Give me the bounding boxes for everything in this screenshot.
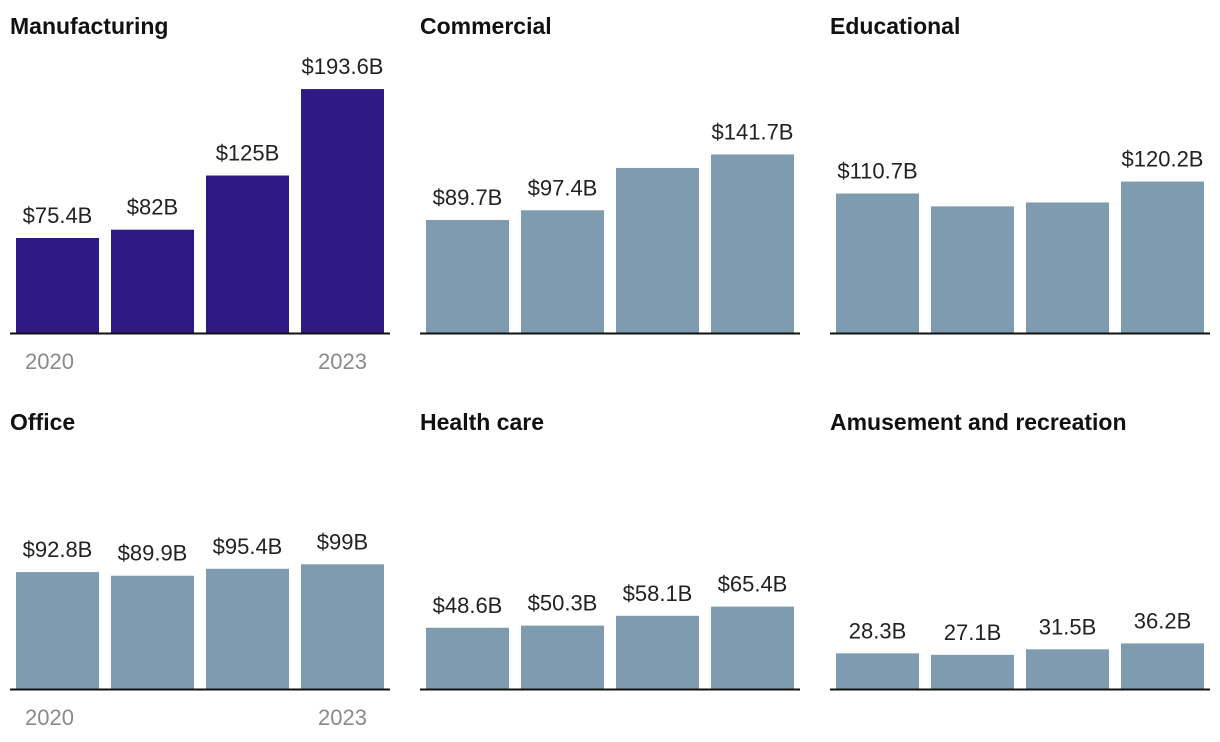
panel-health-care: Health care $48.6B $50.3B $58.1B $65.4B [420, 409, 800, 691]
bar-value-label: $120.2B [1122, 147, 1204, 172]
bar-value-label: $125B [216, 141, 280, 166]
year-tick-label: 2023 [318, 705, 367, 730]
bar-2020 [426, 627, 509, 689]
panel-title: Amusement and recreation [830, 409, 1127, 435]
bar-value-label: $89.7B [433, 185, 503, 210]
bar-2022 [1026, 202, 1109, 333]
panel-title: Commercial [420, 13, 552, 39]
bar-2020 [16, 237, 99, 333]
bar-value-label: $193.6B [302, 54, 384, 79]
bar-2022 [616, 167, 699, 333]
bar-2022 [1026, 649, 1109, 689]
bar-2021 [111, 229, 194, 333]
panel-educational: Educational $110.7B $120.2B [830, 13, 1210, 335]
panel-amusement-and-recreation: Amusement and recreation 28.3B 27.1B 31.5B 3… [830, 409, 1210, 691]
year-tick-label: 2023 [318, 349, 367, 374]
panel-commercial: Commercial $89.7B $97.4B $141.7B [420, 13, 800, 335]
bar-value-label: $110.7B [837, 159, 917, 184]
panel-title: Office [10, 409, 75, 435]
bar-2020 [836, 653, 919, 689]
bar-value-label: 31.5B [1039, 614, 1097, 639]
bar-2022 [206, 568, 289, 689]
bar-value-label: $75.4B [23, 203, 93, 228]
panel-title: Manufacturing [10, 13, 168, 39]
bar-2023 [1121, 643, 1204, 689]
bar-value-label: $48.6B [433, 593, 503, 618]
year-tick-label: 2020 [25, 349, 74, 374]
bar-value-label: $92.8B [23, 537, 93, 562]
bar-2021 [931, 654, 1014, 689]
bar-value-label: $82B [127, 195, 178, 220]
panel-title: Health care [420, 409, 544, 435]
bar-2021 [521, 625, 604, 689]
bar-value-label: 36.2B [1134, 608, 1192, 633]
bar-2023 [711, 606, 794, 689]
bar-2022 [616, 615, 699, 689]
bar-2023 [301, 89, 384, 334]
bar-2021 [931, 206, 1014, 333]
bar-2020 [426, 219, 509, 333]
panel-office: Office $92.8B $89.9B $95.4B $99B 2020 2023 [10, 409, 390, 730]
bar-2021 [521, 210, 604, 333]
year-tick-label: 2020 [25, 705, 74, 730]
bar-2020 [836, 193, 919, 333]
panel-manufacturing: Manufacturing $75.4B $82B $125B $193.6B 2020 2… [10, 13, 390, 374]
bar-2020 [16, 572, 99, 689]
bar-2023 [711, 154, 794, 333]
bar-2023 [301, 564, 384, 689]
bar-value-label: $89.9B [118, 541, 188, 566]
bar-value-label: 28.3B [849, 618, 907, 643]
bar-2022 [206, 175, 289, 333]
bar-value-label: $99B [317, 529, 368, 554]
bar-value-label: 27.1B [944, 620, 1002, 645]
bar-2023 [1121, 181, 1204, 333]
bar-value-label: $95.4B [213, 534, 283, 559]
bar-2021 [111, 575, 194, 689]
bar-value-label: $50.3B [528, 591, 598, 616]
panel-title: Educational [830, 13, 960, 39]
bar-value-label: $141.7B [712, 119, 794, 144]
bar-value-label: $58.1B [623, 581, 693, 606]
bar-value-label: $97.4B [528, 175, 598, 200]
bar-value-label: $65.4B [718, 572, 788, 597]
